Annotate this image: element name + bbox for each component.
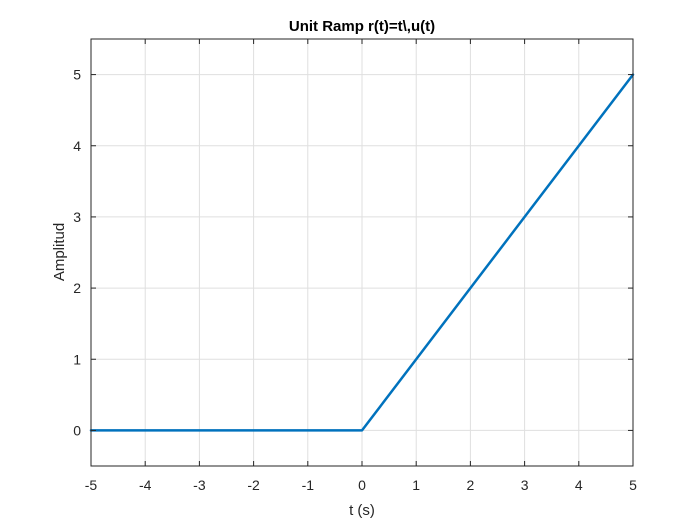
y-axis-label: Amplitud [51,223,68,281]
series-layer [89,73,635,432]
x-tick-label: -1 [302,477,315,493]
chart-title: Unit Ramp r(t)=t\,u(t) [289,18,435,35]
ticks: -5 -4 -3 -2 -1 0 1 2 3 4 5 0 1 2 3 4 5 [73,39,637,493]
x-tick-label: 5 [629,477,637,493]
y-tick-label: 0 [73,422,81,438]
y-tick-label: 2 [73,280,81,296]
y-tick-label: 5 [73,67,81,83]
x-tick-label: -5 [85,477,98,493]
y-tick-label: 1 [73,351,81,367]
y-tick-label: 4 [73,138,81,154]
x-tick-label: -4 [139,477,152,493]
x-tick-label: 4 [575,477,583,493]
x-axis-label: t (s) [349,502,375,519]
y-tick-label: 3 [73,209,81,225]
x-tick-label: -3 [193,477,206,493]
x-tick-label: 0 [358,477,366,493]
ramp-series-line [89,73,635,432]
x-tick-label: -2 [247,477,260,493]
x-tick-label: 2 [467,477,475,493]
x-tick-label: 1 [412,477,420,493]
x-tick-label: 3 [521,477,529,493]
